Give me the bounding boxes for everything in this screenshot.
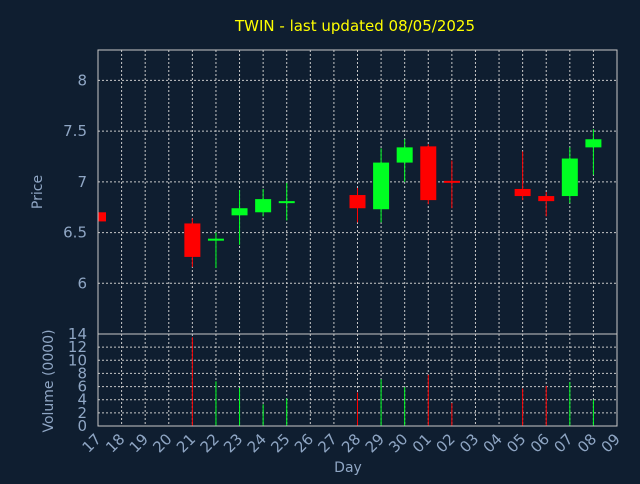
volume-panel-frame xyxy=(97,333,618,427)
price-tick-label: 8 xyxy=(77,71,87,89)
x-tick-label: 02 xyxy=(432,430,458,456)
x-axis-label: Day xyxy=(334,460,362,476)
candles xyxy=(98,129,602,269)
price-tick-label: 7.5 xyxy=(63,122,87,140)
candle xyxy=(585,129,602,175)
candle xyxy=(373,148,390,223)
x-tick-label: 26 xyxy=(291,430,317,456)
x-tick-labels: 1718192021222324252627282930010203040506… xyxy=(79,430,624,456)
candle xyxy=(98,212,106,222)
candle xyxy=(184,218,201,268)
x-tick-label: 22 xyxy=(197,430,223,456)
volume-tick-label: 6 xyxy=(77,378,87,396)
chart-title: TWIN - last updated 08/05/2025 xyxy=(234,17,475,35)
x-tick-label: 29 xyxy=(362,430,388,456)
candle-body xyxy=(514,188,531,197)
x-tick-label: 28 xyxy=(338,430,364,456)
candle xyxy=(255,188,272,217)
candle-body xyxy=(184,223,201,257)
candle xyxy=(514,151,531,201)
x-tick-label: 25 xyxy=(267,430,293,456)
volume-tick-label: 2 xyxy=(77,404,87,422)
x-tick-label: 09 xyxy=(598,430,624,456)
volume-tick-label: 12 xyxy=(68,338,87,356)
x-tick-label: 07 xyxy=(550,430,576,456)
candle-body xyxy=(349,195,366,209)
x-tick-label: 19 xyxy=(126,430,152,456)
x-tick-label: 04 xyxy=(480,430,506,456)
x-tick-label: 01 xyxy=(409,430,435,456)
candle-body xyxy=(538,196,555,202)
candle-body xyxy=(373,162,390,210)
x-tick-label: 03 xyxy=(456,430,482,456)
x-tick-label: 06 xyxy=(527,430,553,456)
candle xyxy=(207,232,224,269)
x-tick-label: 27 xyxy=(315,430,341,456)
volume-bars xyxy=(191,337,594,426)
price-axis-label: Price xyxy=(30,175,46,209)
x-tick-label: 21 xyxy=(173,430,199,456)
x-tick-label: 05 xyxy=(503,430,529,456)
x-tick-label: 23 xyxy=(220,430,246,456)
price-tick-label: 6 xyxy=(77,274,87,292)
x-tick-label: 30 xyxy=(385,430,411,456)
candle-body xyxy=(443,180,460,183)
candle xyxy=(349,187,366,223)
candle xyxy=(420,144,437,205)
candle xyxy=(443,160,460,209)
volume-axis-label: Volume (0000) xyxy=(41,329,57,432)
price-tick-label: 7 xyxy=(77,173,87,191)
candle-body xyxy=(420,146,437,201)
candle-body xyxy=(396,147,413,163)
volume-tick-label: 14 xyxy=(68,325,87,343)
candle-body xyxy=(278,201,295,204)
candle-body xyxy=(231,208,248,216)
candle-body xyxy=(207,238,224,241)
volume-tick-label: 10 xyxy=(68,351,87,369)
candle xyxy=(231,189,248,245)
candle xyxy=(278,182,295,221)
volume-tick-label: 8 xyxy=(77,364,87,382)
candle xyxy=(396,139,413,182)
candle-body xyxy=(98,212,106,222)
price-tick-labels: 6 6.5 7 7.5 8 xyxy=(63,71,87,292)
volume-tick-label: 4 xyxy=(77,391,87,409)
candle xyxy=(538,192,555,217)
candle-body xyxy=(255,199,272,213)
x-tick-label: 20 xyxy=(149,430,175,456)
candle-body xyxy=(561,158,578,197)
volume-tick-label: 0 xyxy=(77,417,87,435)
x-tick-label: 18 xyxy=(102,430,128,456)
candle-body xyxy=(585,139,602,148)
candle xyxy=(561,147,578,204)
x-tick-label: 24 xyxy=(244,430,270,456)
price-tick-label: 6.5 xyxy=(63,224,87,242)
x-tick-label: 08 xyxy=(574,430,600,456)
